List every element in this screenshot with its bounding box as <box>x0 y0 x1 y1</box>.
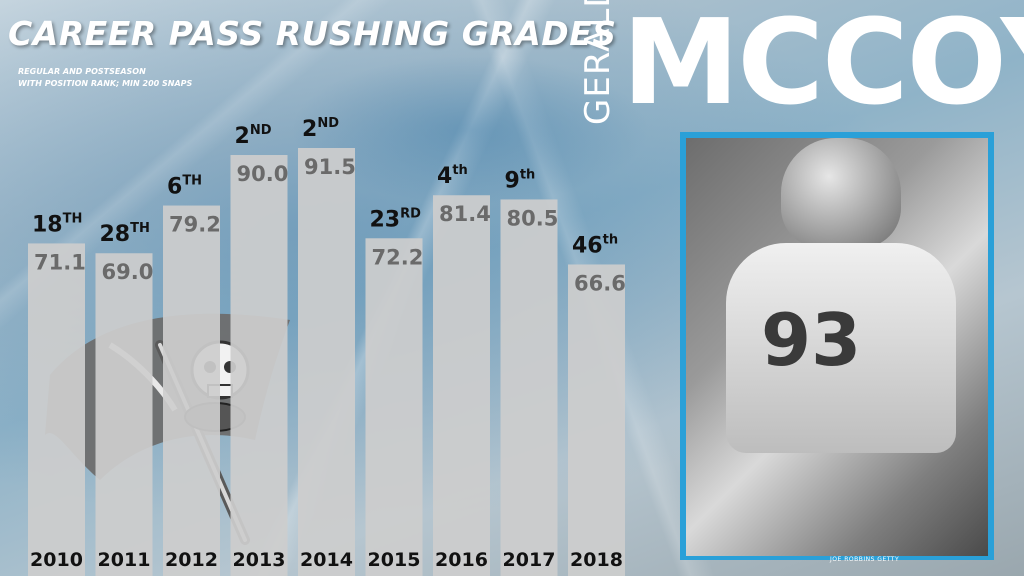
rank-label-2016: 4th <box>437 163 468 189</box>
year-label-2017: 2017 <box>503 549 556 571</box>
value-label-2016: 81.4 <box>439 202 491 226</box>
chart-subtitle: REGULAR AND POSTSEASON WITH POSITION RAN… <box>18 66 192 90</box>
year-label-2013: 2013 <box>233 549 286 571</box>
bar-2013 <box>230 155 288 576</box>
bar-2012 <box>163 205 220 576</box>
rank-label-2015: 23RD <box>370 206 422 232</box>
bar-2010 <box>28 243 85 576</box>
year-label-2014: 2014 <box>300 549 353 571</box>
value-label-2018: 66.6 <box>574 271 626 295</box>
subtitle-line-2: WITH POSITION RANK; MIN 200 SNAPS <box>18 79 193 88</box>
value-label-2010: 71.1 <box>34 250 86 274</box>
rank-label-2014: 2ND <box>302 116 339 142</box>
year-label-2018: 2018 <box>570 549 623 571</box>
rank-label-2011: 28TH <box>100 221 150 247</box>
bar-2016 <box>433 195 490 576</box>
helmet-icon <box>781 138 901 248</box>
rank-label-2018: 46th <box>572 232 618 258</box>
rank-label-2010: 18TH <box>32 211 82 237</box>
rank-label-2012: 6TH <box>167 174 202 200</box>
player-photo: 93 <box>686 138 988 556</box>
value-label-2017: 80.5 <box>507 206 559 230</box>
jersey-number: 93 <box>761 298 862 382</box>
chart-title: CAREER PASS RUSHING GRADES <box>8 14 617 53</box>
player-last-name: MCCOY <box>622 0 1024 131</box>
value-label-2015: 72.2 <box>372 245 424 269</box>
value-label-2011: 69.0 <box>102 260 154 284</box>
year-label-2010: 2010 <box>30 549 83 571</box>
value-label-2014: 91.5 <box>304 155 356 179</box>
rank-label-2013: 2ND <box>235 123 272 149</box>
value-label-2012: 79.2 <box>169 213 221 237</box>
value-label-2013: 90.0 <box>237 162 289 186</box>
year-label-2016: 2016 <box>435 549 488 571</box>
photo-credit: JOE ROBBINS GETTY <box>830 556 900 563</box>
rank-label-2017: 9th <box>505 167 536 193</box>
bar-2011 <box>95 253 153 576</box>
bar-2014 <box>298 148 355 576</box>
bar-2017 <box>500 199 558 576</box>
subtitle-line-1: REGULAR AND POSTSEASON <box>18 67 146 76</box>
year-label-2011: 2011 <box>98 549 151 571</box>
bar-2015 <box>365 238 423 576</box>
year-label-2015: 2015 <box>368 549 421 571</box>
jersey-icon <box>726 243 956 453</box>
bar-2018 <box>568 264 625 576</box>
year-label-2012: 2012 <box>165 549 218 571</box>
